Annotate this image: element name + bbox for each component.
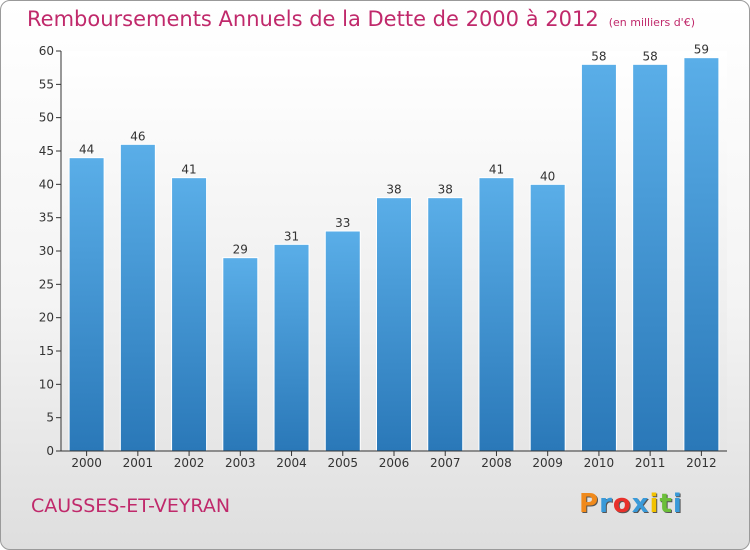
y-tick-label: 40	[39, 177, 54, 191]
bar-2010	[580, 63, 617, 452]
x-tick-label-2005: 2005	[327, 456, 358, 470]
y-tick-label: 25	[39, 277, 54, 291]
chart-title-text: Remboursements Annuels de la Dette de 20…	[27, 7, 599, 31]
logo-letter: P	[579, 489, 600, 519]
logo-letter: t	[659, 489, 673, 519]
bar-2005	[324, 230, 361, 452]
x-tick-label-2002: 2002	[174, 456, 205, 470]
data-label-2004: 31	[284, 229, 299, 243]
bar-2001	[119, 143, 156, 452]
data-label-2005: 33	[335, 216, 350, 230]
x-tick-label-2000: 2000	[71, 456, 102, 470]
data-label-2000: 44	[79, 143, 94, 157]
data-label-2011: 58	[643, 49, 658, 63]
x-tick-label-2012: 2012	[686, 456, 717, 470]
commune-name: CAUSSES-ET-VEYRAN	[31, 495, 231, 517]
bar-2012	[683, 57, 720, 452]
data-label-2006: 38	[386, 183, 401, 197]
bar-2002	[171, 177, 208, 452]
proxiti-logo[interactable]: Proxiti	[579, 489, 683, 519]
bars-group: 44 46 41 29 31 33 38 38 41 40 58 58 59	[68, 43, 720, 452]
y-tick-label: 35	[39, 211, 54, 225]
y-tick-label: 20	[39, 311, 54, 325]
data-label-2003: 29	[233, 243, 248, 257]
y-axis: 0 5 10 15 20 25 30 35 40 45 50 55 60	[39, 44, 62, 458]
data-label-2010: 58	[591, 49, 606, 63]
data-label-2009: 40	[540, 169, 555, 183]
bar-2008	[478, 177, 515, 452]
bar-2007	[427, 197, 464, 452]
chart-title: Remboursements Annuels de la Dette de 20…	[27, 7, 695, 31]
bar-2011	[632, 63, 669, 452]
logo-letter: x	[631, 489, 650, 519]
y-tick-label: 10	[39, 377, 54, 391]
y-tick-label: 15	[39, 344, 54, 358]
y-tick-label: 45	[39, 144, 54, 158]
logo-letter: o	[612, 489, 632, 519]
data-label-2001: 46	[130, 129, 145, 143]
y-tick-label: 30	[39, 244, 54, 258]
x-tick-label-2011: 2011	[635, 456, 666, 470]
data-label-2008: 41	[489, 163, 504, 177]
x-tick-label-2006: 2006	[379, 456, 410, 470]
bar-2009	[529, 183, 566, 452]
bar-2003	[222, 257, 259, 452]
logo-letter: i	[672, 489, 683, 519]
y-tick-label: 5	[46, 411, 54, 425]
chart-unit-label: (en milliers d'€)	[608, 16, 695, 29]
y-tick-label: 55	[39, 77, 54, 91]
data-label-2012: 59	[694, 43, 709, 57]
x-tick-label-2003: 2003	[225, 456, 256, 470]
bar-2006	[376, 197, 412, 452]
x-tick-label-2004: 2004	[276, 456, 307, 470]
data-label-2002: 41	[181, 163, 196, 177]
bar-2004	[273, 243, 310, 452]
logo-letter: r	[599, 489, 613, 519]
y-tick-label: 50	[39, 111, 54, 125]
data-label-2007: 38	[438, 183, 453, 197]
x-tick-label-2009: 2009	[532, 456, 563, 470]
x-tick-label-2010: 2010	[584, 456, 615, 470]
x-tick-label-2007: 2007	[430, 456, 461, 470]
x-tick-label-2001: 2001	[123, 456, 154, 470]
logo-letter: i	[649, 489, 660, 519]
y-tick-label: 60	[39, 44, 54, 58]
y-tick-label: 0	[46, 444, 54, 458]
x-axis: 2000 2001 2002 2003 2004 2005 2006 2007 2008 2009…	[61, 450, 727, 470]
x-tick-label-2008: 2008	[481, 456, 512, 470]
bar-2000	[68, 157, 105, 452]
